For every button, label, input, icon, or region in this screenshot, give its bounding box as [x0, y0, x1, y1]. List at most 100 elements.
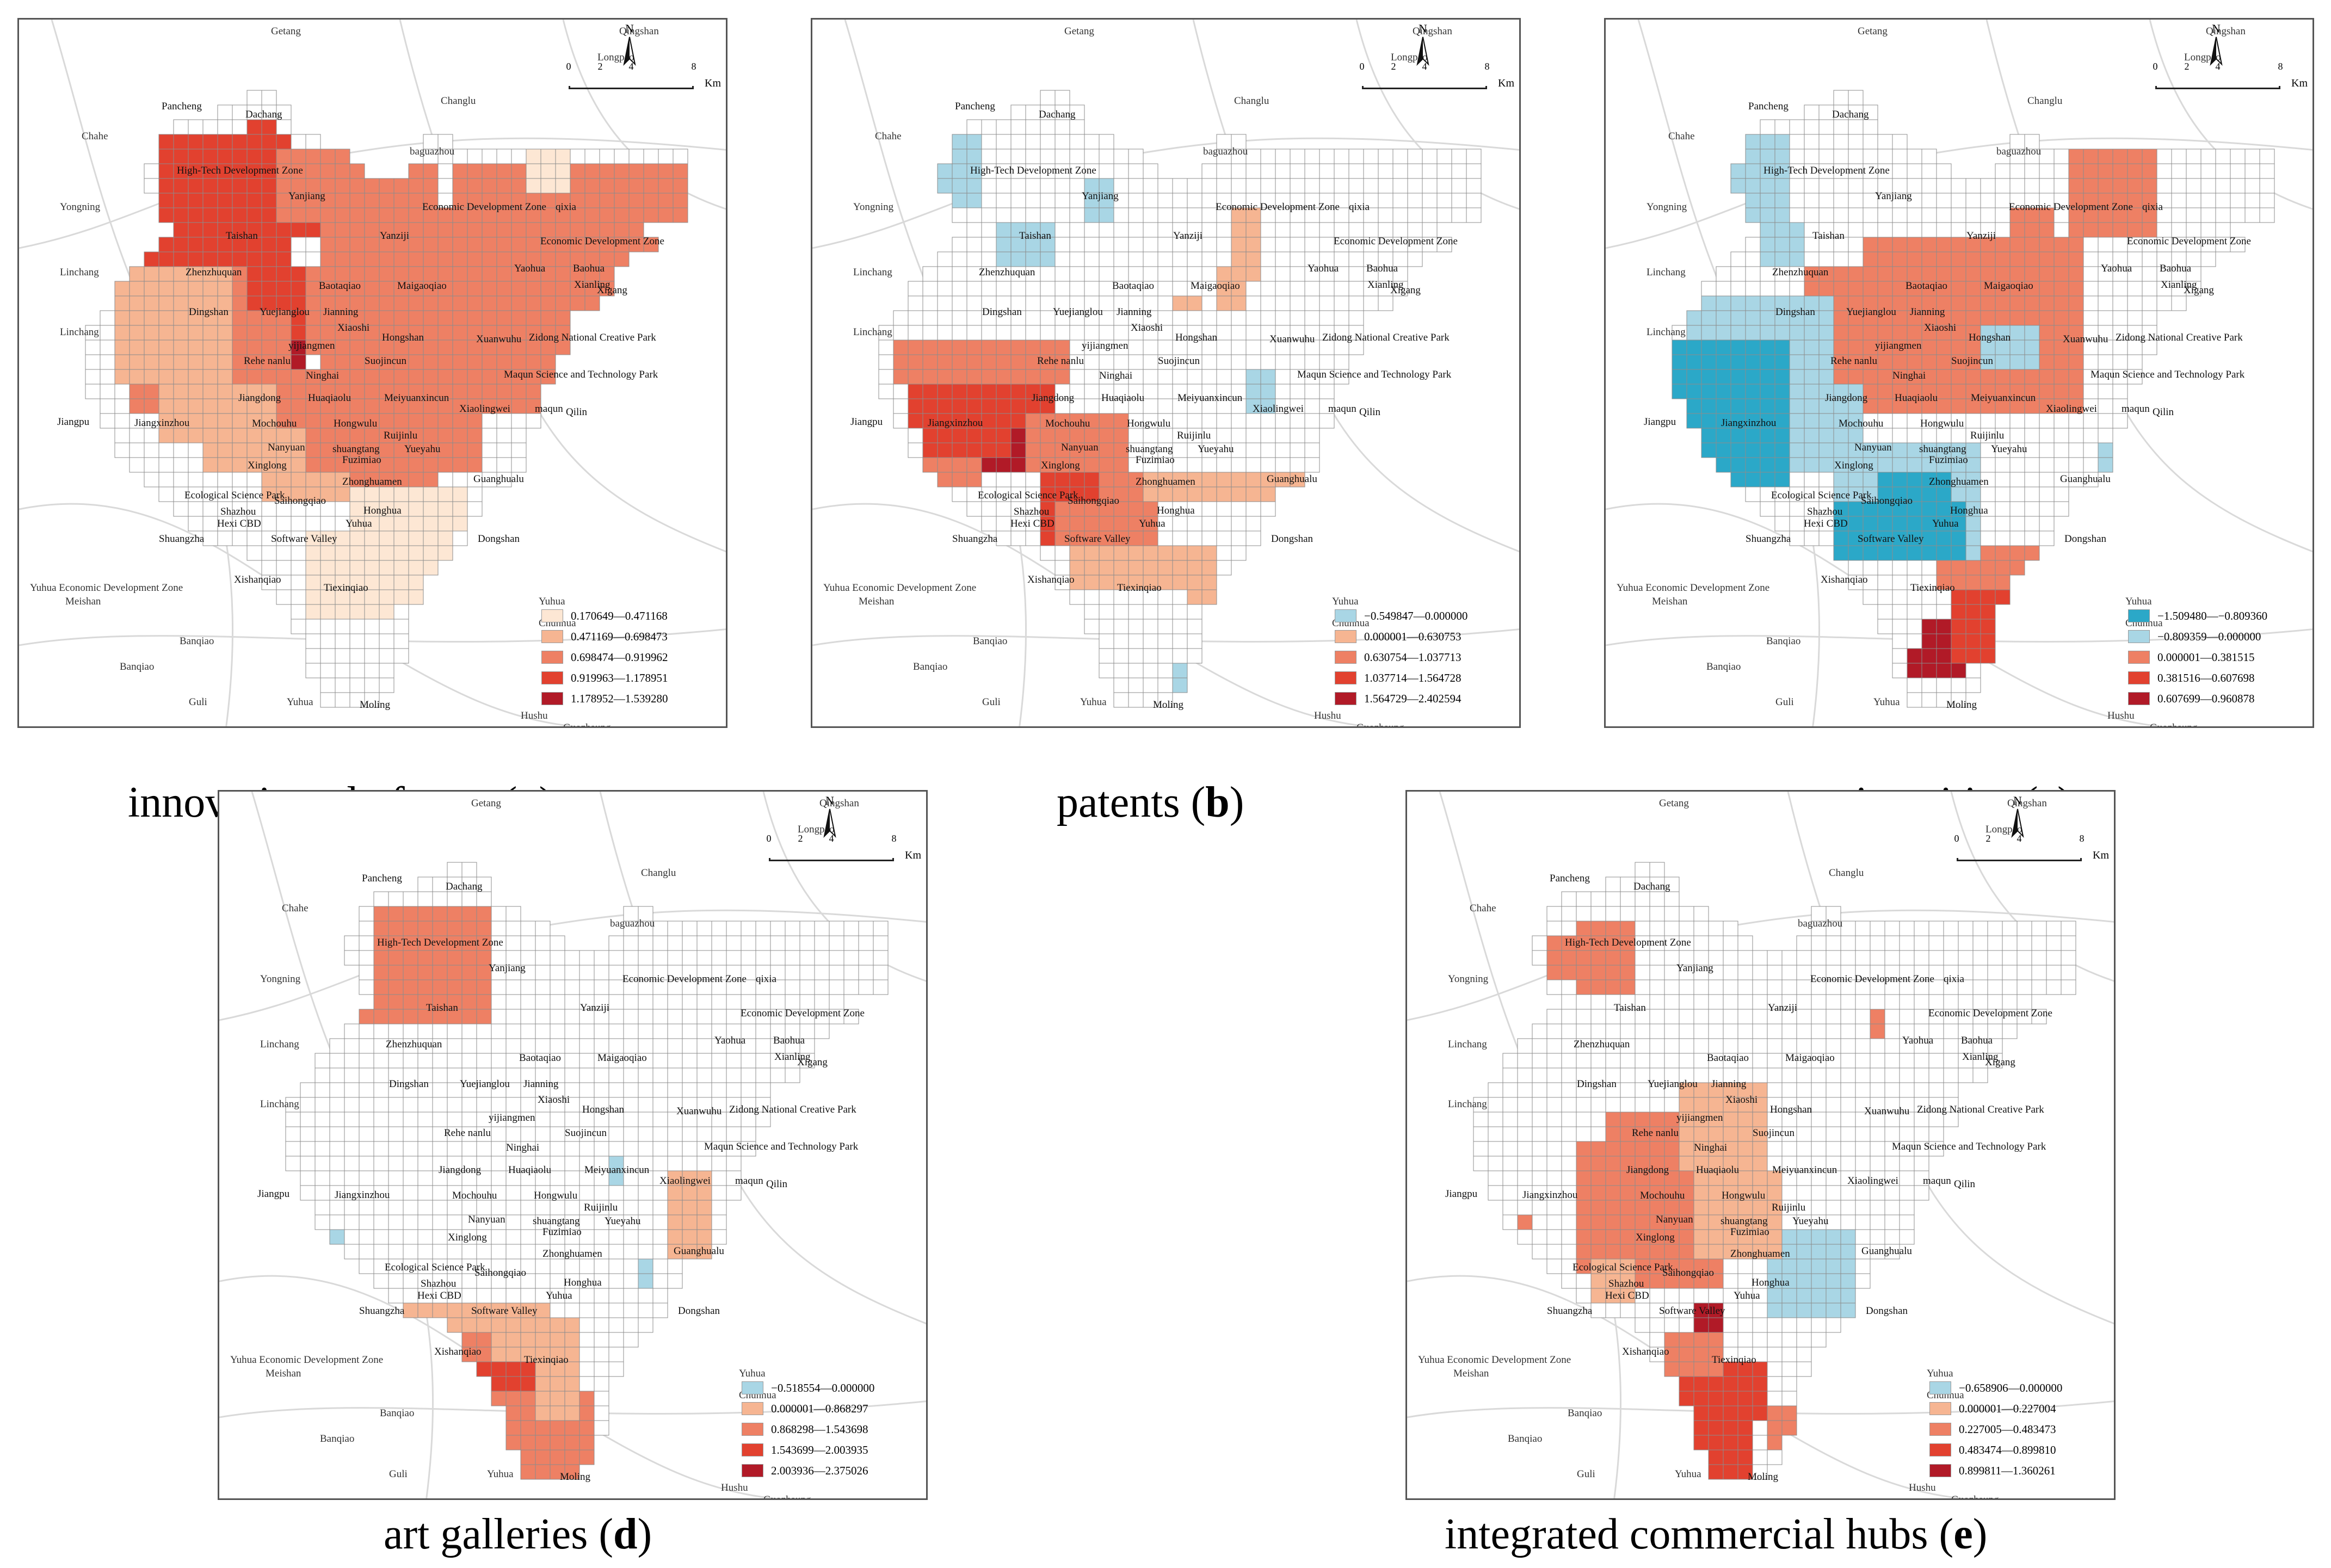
grid-cell	[638, 1141, 653, 1157]
grid-cell	[1826, 1200, 1841, 1215]
grid-cell	[305, 575, 321, 590]
grid-cell	[1451, 149, 1467, 164]
grid-cell	[1789, 428, 1805, 443]
grid-cell	[1605, 1023, 1621, 1039]
grid-cell	[403, 979, 418, 995]
legend-swatch	[2128, 609, 2150, 622]
grid-cell	[1040, 90, 1056, 106]
grid-cell	[1113, 281, 1129, 297]
grid-cell	[1833, 325, 1849, 341]
grid-cell	[202, 428, 218, 443]
grid-cell	[1818, 530, 1834, 546]
grid-cell	[1201, 560, 1217, 576]
grid-cell	[447, 862, 462, 878]
grid-cell	[408, 178, 424, 194]
grid-cell	[2009, 281, 2025, 297]
grid-cell	[1789, 369, 1805, 385]
grid-cell	[1502, 1126, 1518, 1142]
grid-cell	[1502, 1053, 1518, 1069]
grid-cell	[1951, 207, 1966, 223]
grid-cell	[447, 1141, 462, 1157]
grid-cell	[1620, 1097, 1636, 1113]
grid-cell	[1304, 354, 1320, 370]
grid-cell	[129, 310, 145, 326]
grid-cell	[1863, 486, 1878, 502]
grid-cell	[144, 428, 159, 443]
legend: −1.509480—−0.809360 −0.809359—0.000000 0.0…	[2128, 606, 2308, 709]
grid-cell	[550, 1405, 565, 1421]
grid-cell	[873, 965, 889, 980]
grid-cell	[1899, 1229, 1915, 1245]
grid-cell	[1025, 119, 1041, 135]
grid-cell	[1084, 457, 1100, 473]
place-label: Yuhua	[487, 1468, 514, 1480]
grid-cell	[1040, 398, 1056, 414]
grid-cell	[1635, 1200, 1650, 1215]
place-label: Xiaoshi	[1924, 322, 1957, 334]
grid-cell	[359, 1258, 374, 1274]
grid-cell	[403, 994, 418, 1010]
grid-cell	[594, 1082, 609, 1098]
grid-cell	[505, 1097, 521, 1113]
place-label: Yuhua	[739, 1368, 766, 1379]
grid-cell	[1010, 207, 1026, 223]
grid-cell	[335, 560, 350, 576]
grid-cell	[467, 501, 483, 517]
grid-cell	[584, 222, 600, 238]
grid-cell	[1069, 398, 1085, 414]
grid-cell	[417, 1288, 433, 1304]
grid-cell	[1172, 530, 1188, 546]
grid-cell	[1517, 1038, 1533, 1054]
grid-cell	[2200, 178, 2216, 194]
grid-cell	[232, 354, 248, 370]
grid-cell	[1201, 222, 1217, 238]
grid-cell	[1040, 149, 1056, 164]
grid-cell	[1348, 295, 1364, 311]
grid-cell	[564, 1405, 580, 1421]
grid-cell	[952, 428, 967, 443]
place-label: Guanghualu	[674, 1245, 724, 1257]
grid-cell	[202, 384, 218, 399]
grid-cell	[1172, 354, 1188, 370]
grid-cell	[608, 1023, 624, 1039]
grid-cell	[423, 325, 439, 341]
grid-cell	[505, 1420, 521, 1436]
grid-cell	[1907, 266, 1922, 282]
grid-cell	[579, 950, 595, 966]
place-label: Suojincun	[1951, 355, 1994, 367]
grid-cell	[1730, 457, 1746, 473]
grid-map-b	[812, 20, 1519, 726]
grid-cell	[623, 1288, 639, 1304]
grid-cell	[1892, 516, 1908, 532]
grid-cell	[1884, 994, 1900, 1010]
grid-cell	[261, 207, 277, 223]
place-label: Qilin	[766, 1178, 788, 1190]
grid-cell	[1010, 486, 1026, 502]
grid-cell	[996, 442, 1012, 458]
grid-cell	[1995, 428, 2011, 443]
grid-cell	[173, 428, 189, 443]
grid-cell	[1995, 516, 2011, 532]
grid-cell	[1936, 339, 1952, 355]
place-label: Fuzimiao	[1929, 454, 1968, 466]
grid-cell	[1781, 965, 1797, 980]
grid-cell	[217, 442, 233, 458]
grid-cell	[276, 354, 292, 370]
grid-cell	[1760, 251, 1775, 267]
grid-cell	[1466, 207, 1482, 223]
grid-cell	[652, 1185, 668, 1201]
grid-cell	[1576, 1229, 1592, 1245]
grid-cell	[1319, 237, 1335, 252]
grid-cell	[1818, 281, 1834, 297]
grid-cell	[1693, 965, 1709, 980]
grid-cell	[467, 251, 483, 267]
grid-cell	[261, 398, 277, 414]
grid-cell	[1899, 1038, 1915, 1054]
grid-cell	[1870, 921, 1885, 936]
grid-cell	[2039, 369, 2055, 385]
grid-cell	[1693, 1229, 1709, 1245]
grid-cell	[682, 921, 698, 936]
grid-cell	[1899, 1082, 1915, 1098]
grid-cell	[144, 266, 159, 282]
grid-cell	[373, 1200, 389, 1215]
